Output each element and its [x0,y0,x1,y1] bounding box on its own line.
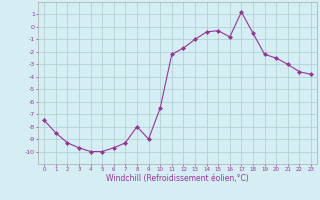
X-axis label: Windchill (Refroidissement éolien,°C): Windchill (Refroidissement éolien,°C) [106,174,249,183]
